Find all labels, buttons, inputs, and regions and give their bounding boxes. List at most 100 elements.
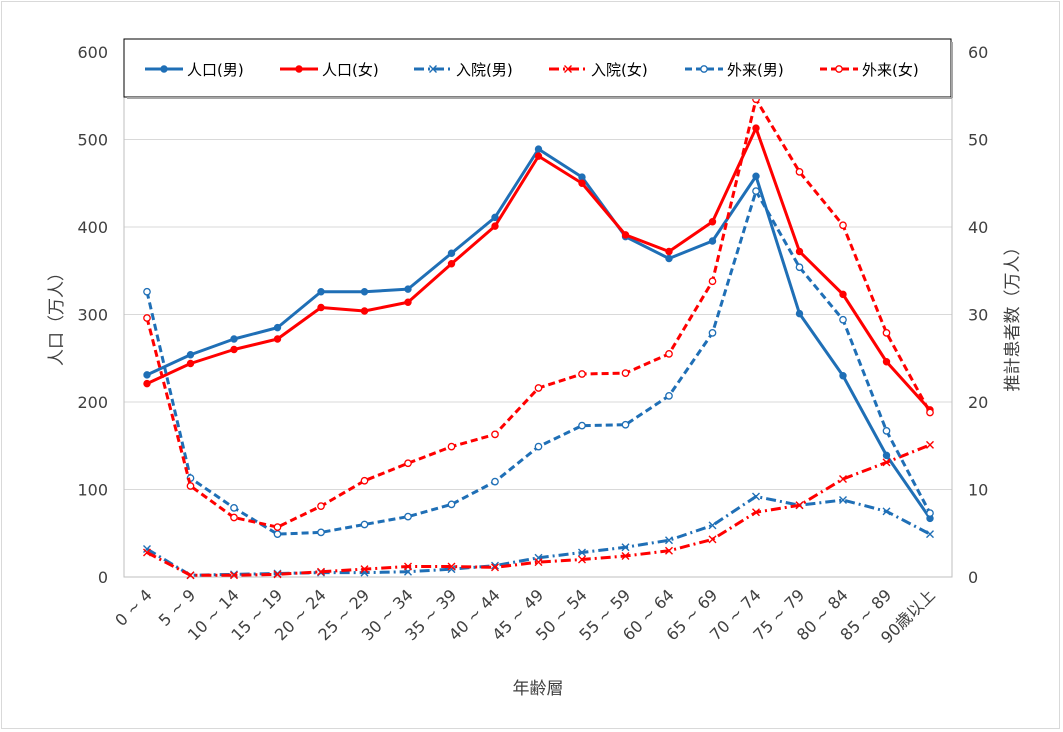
data-point — [665, 392, 673, 400]
data-point — [360, 288, 369, 296]
data-point — [882, 329, 891, 337]
data-point — [186, 482, 195, 490]
data-point — [360, 307, 369, 315]
data-point — [143, 371, 151, 379]
data-point — [839, 315, 847, 324]
data-point — [186, 571, 195, 580]
series-3 — [143, 440, 934, 580]
data-point — [534, 384, 543, 392]
data-point — [360, 520, 369, 529]
data-point — [534, 558, 543, 567]
data-point — [882, 427, 891, 435]
series-line — [146, 495, 931, 577]
data-point — [578, 179, 586, 187]
series-2 — [143, 492, 934, 580]
series-line — [146, 443, 931, 577]
data-point — [317, 288, 325, 296]
data-point — [795, 247, 804, 256]
data-point — [708, 535, 717, 544]
data-point — [700, 65, 708, 73]
left-tick-label: 0 — [98, 568, 108, 587]
data-point — [404, 298, 412, 306]
gridlines — [124, 51, 952, 578]
data-point — [578, 555, 586, 564]
data-point — [621, 552, 630, 560]
data-point — [230, 504, 238, 512]
data-point — [143, 287, 151, 296]
series-1 — [143, 124, 934, 414]
right-tick-label: 30 — [968, 306, 988, 325]
data-point — [839, 475, 847, 483]
data-point — [621, 420, 630, 429]
data-point — [795, 501, 804, 510]
data-point — [273, 570, 282, 579]
left-axis-title: 人口（万人） — [47, 264, 67, 366]
data-point — [534, 145, 543, 153]
data-point — [534, 442, 543, 451]
data-point — [621, 369, 630, 377]
data-point — [360, 476, 369, 485]
data-point — [273, 523, 282, 531]
data-point — [578, 548, 586, 557]
data-point — [143, 548, 151, 557]
series-layer — [143, 95, 934, 580]
x-tick-label: 0 ~ 4 — [111, 585, 156, 630]
data-point — [317, 567, 325, 576]
data-point — [708, 277, 717, 286]
data-point — [230, 335, 238, 343]
data-point — [186, 351, 195, 359]
legend-entry: 人口(女) — [280, 61, 379, 79]
data-point — [491, 430, 499, 439]
legend-label: 人口(男) — [187, 61, 244, 79]
right-axis-ticks: 0 10 20 30 40 50 60 — [968, 43, 988, 587]
series-line — [145, 97, 932, 529]
data-point — [273, 323, 282, 332]
data-point — [404, 562, 412, 571]
legend-entry: 外来(男) — [685, 61, 784, 79]
data-point — [447, 442, 456, 451]
data-point — [839, 496, 847, 504]
data-point — [621, 543, 630, 552]
data-point — [317, 303, 325, 312]
data-point — [708, 237, 717, 245]
data-point — [317, 528, 325, 537]
data-point — [564, 65, 572, 73]
right-tick-label: 10 — [968, 481, 988, 500]
data-point — [447, 260, 456, 268]
data-point — [752, 492, 760, 501]
data-point — [839, 221, 847, 230]
data-point — [752, 172, 760, 180]
data-point — [447, 249, 456, 257]
data-point — [882, 507, 891, 516]
data-point — [230, 513, 238, 522]
data-point — [665, 254, 673, 263]
data-point — [404, 459, 412, 468]
data-point — [160, 65, 168, 73]
data-point — [143, 314, 151, 322]
data-point — [447, 500, 456, 509]
legend-entry: 入院(女) — [549, 61, 648, 79]
series-line — [146, 126, 932, 411]
data-point — [404, 512, 412, 521]
data-point — [491, 213, 499, 222]
legend-entry: 入院(男) — [414, 61, 513, 79]
data-point — [447, 562, 456, 571]
legend-entry: 人口(男) — [145, 61, 244, 79]
data-point — [835, 65, 843, 73]
left-axis-ticks: 0 100 200 300 400 500 600 — [77, 43, 108, 587]
legend-label: 人口(女) — [322, 61, 379, 79]
data-point — [795, 263, 804, 272]
legend-label: 外来(女) — [862, 61, 919, 79]
left-tick-label: 500 — [77, 131, 108, 150]
data-point — [708, 218, 717, 226]
left-tick-label: 600 — [77, 43, 108, 62]
data-point — [230, 345, 238, 354]
left-tick-label: 300 — [77, 306, 108, 325]
x-axis-title: 年齢層 — [513, 679, 564, 699]
data-point — [360, 565, 369, 574]
data-point — [752, 187, 760, 195]
left-tick-label: 200 — [77, 393, 108, 412]
